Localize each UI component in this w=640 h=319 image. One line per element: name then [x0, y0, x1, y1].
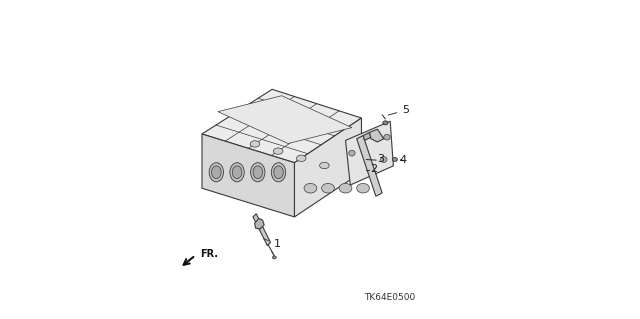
Text: 4: 4 [399, 155, 406, 165]
Ellipse shape [271, 163, 285, 182]
Ellipse shape [212, 166, 221, 179]
Text: 5: 5 [388, 105, 410, 115]
Ellipse shape [339, 183, 352, 193]
Text: 1: 1 [264, 239, 281, 249]
Ellipse shape [383, 121, 388, 125]
Ellipse shape [349, 150, 355, 156]
Ellipse shape [392, 158, 397, 161]
Polygon shape [255, 219, 264, 229]
Ellipse shape [319, 162, 329, 169]
Ellipse shape [356, 183, 369, 193]
Ellipse shape [296, 155, 306, 161]
Ellipse shape [273, 148, 283, 154]
Ellipse shape [274, 166, 284, 179]
Ellipse shape [381, 157, 387, 162]
Ellipse shape [230, 163, 244, 182]
Polygon shape [346, 121, 394, 185]
Ellipse shape [321, 183, 334, 193]
Polygon shape [218, 96, 352, 144]
Text: FR.: FR. [200, 249, 218, 259]
Text: TK64E0500: TK64E0500 [365, 293, 416, 302]
Ellipse shape [253, 166, 262, 179]
Polygon shape [253, 214, 271, 246]
Ellipse shape [384, 134, 390, 140]
Polygon shape [363, 132, 371, 140]
Ellipse shape [251, 163, 265, 182]
Ellipse shape [304, 183, 317, 193]
Polygon shape [202, 134, 294, 217]
Text: 3: 3 [377, 154, 384, 164]
Ellipse shape [232, 166, 242, 179]
Polygon shape [294, 118, 362, 217]
Polygon shape [369, 129, 384, 142]
Polygon shape [356, 136, 382, 196]
Text: 2: 2 [371, 164, 378, 174]
Ellipse shape [209, 163, 223, 182]
Polygon shape [202, 89, 362, 163]
Ellipse shape [273, 256, 276, 259]
Ellipse shape [250, 141, 260, 147]
